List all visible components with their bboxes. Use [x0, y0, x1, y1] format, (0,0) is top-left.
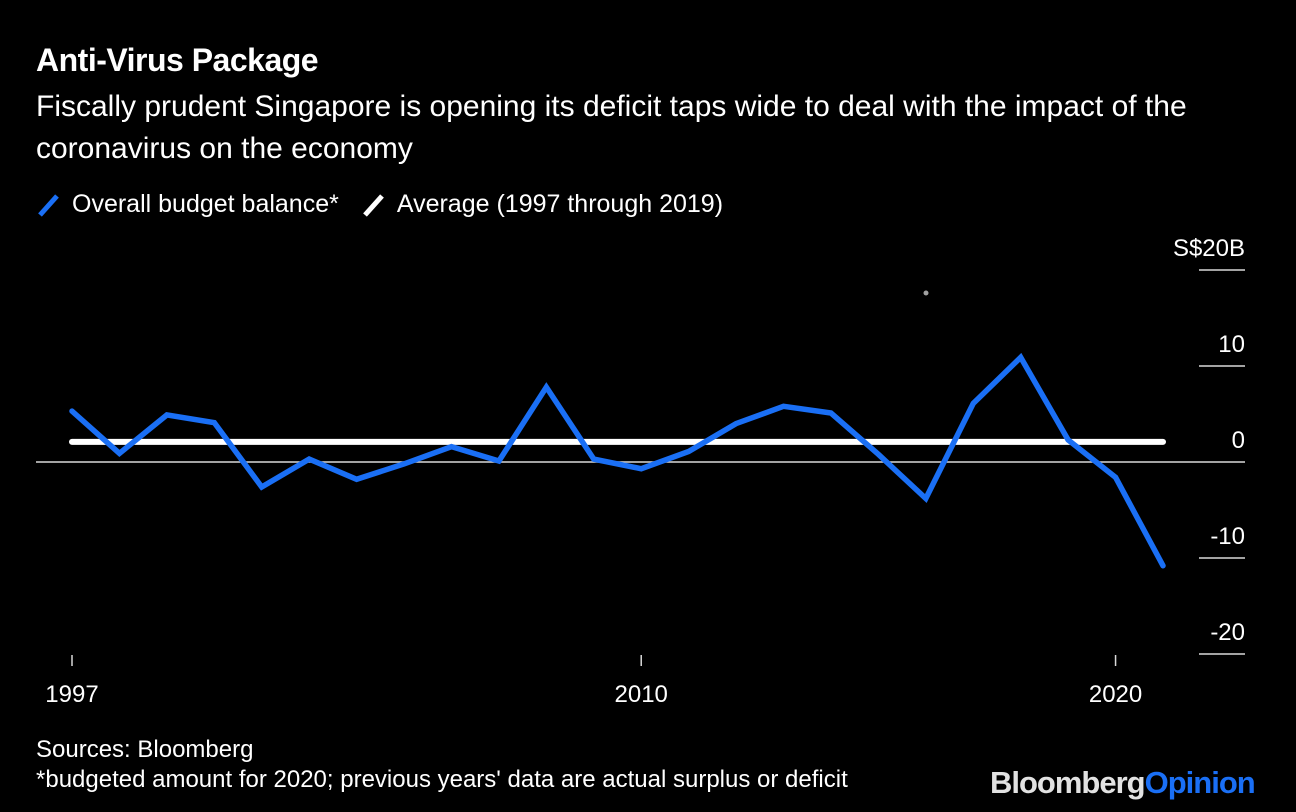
brand-opinion: Opinion: [1144, 765, 1256, 800]
x-tick-label: 1997: [45, 681, 98, 708]
x-axis: 1997 2010 2020: [45, 655, 1142, 708]
y-tick-label: -10: [1210, 523, 1245, 550]
y-axis-labels: S$20B 10 0 -10 -20: [1173, 235, 1245, 646]
y-tick-label: 0: [1232, 427, 1245, 454]
legend: Overall budget balance* Average (1997 th…: [36, 190, 745, 219]
x-tick-label: 2020: [1089, 681, 1142, 708]
bloomberg-opinion-logo: BloombergOpinion: [990, 765, 1256, 801]
stray-dot-artifact: [923, 290, 929, 296]
gridlines: [36, 269, 1245, 655]
chart-title: Anti-Virus Package: [36, 42, 319, 78]
x-tick-label: 2010: [615, 681, 668, 708]
blue-slash-icon: [38, 193, 59, 217]
legend-item-average: Average (1997 through 2019): [361, 190, 723, 219]
chart-subtitle: Fiscally prudent Singapore is opening it…: [36, 90, 1187, 165]
budget-balance-line: [69, 352, 1166, 569]
brand-bloomberg: Bloomberg: [990, 765, 1146, 800]
y-tick-label: -20: [1210, 619, 1245, 646]
y-tick-label: S$20B: [1173, 235, 1245, 262]
legend-item-budget-balance: Overall budget balance*: [36, 190, 339, 219]
legend-label-budget-balance: Overall budget balance*: [72, 190, 339, 218]
legend-label-average: Average (1997 through 2019): [396, 190, 724, 218]
footnote: *budgeted amount for 2020; previous year…: [36, 766, 848, 793]
white-slash-icon: [362, 193, 384, 217]
y-tick-label: 10: [1218, 331, 1245, 358]
series: [69, 352, 1166, 569]
sources-note: Sources: Bloomberg: [36, 736, 254, 763]
